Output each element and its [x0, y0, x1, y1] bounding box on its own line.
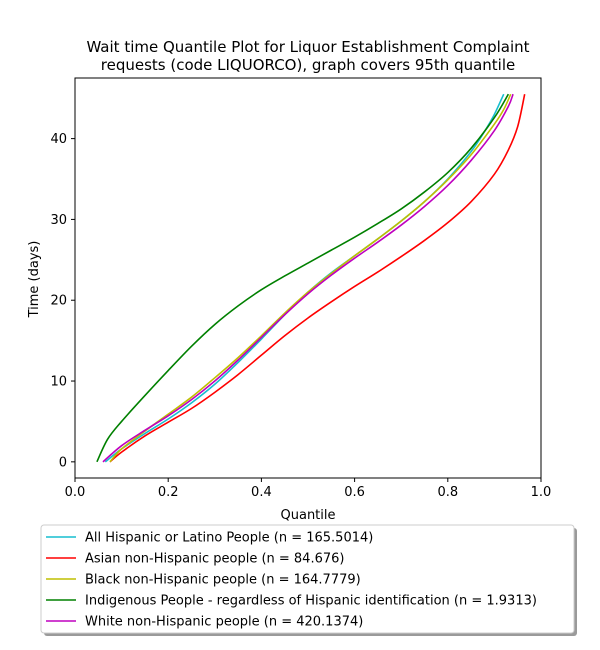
chart-title: Wait time Quantile Plot for Liquor Estab…: [86, 38, 529, 74]
y-tick-label: 30: [50, 213, 67, 228]
x-tick-label: 0.6: [344, 485, 365, 500]
y-tick-label: 0: [59, 455, 67, 470]
x-tick-label: 0.4: [251, 485, 272, 500]
x-axis-label: Quantile: [281, 508, 336, 523]
legend-label-0: All Hispanic or Latino People (n = 165.5…: [85, 531, 373, 546]
y-axis-label: Time (days): [27, 241, 42, 319]
legend: All Hispanic or Latino People (n = 165.5…: [40, 524, 577, 636]
plot-frame: [74, 77, 542, 479]
series-lines: [96, 93, 526, 463]
axes: 0.0 0.2 0.4 0.6 0.8 1.0 0 10 20 30 40: [50, 132, 551, 500]
series-line-3: [96, 93, 510, 463]
legend-label-4: White non-Hispanic people (n = 420.1374): [85, 615, 363, 630]
legend-label-2: Black non-Hispanic people (n = 164.7779): [85, 573, 361, 588]
y-tick-label: 10: [50, 375, 67, 390]
x-tick-label: 0.2: [158, 485, 179, 500]
legend-label-3: Indigenous People - regardless of Hispan…: [85, 594, 537, 609]
series-line-2: [109, 93, 512, 463]
chart-title-line-1: Wait time Quantile Plot for Liquor Estab…: [86, 38, 529, 56]
legend-box: [40, 524, 575, 634]
x-tick-label: 0.0: [65, 485, 86, 500]
series-line-1: [109, 93, 526, 463]
chart-title-line-2: requests (code LIQUORCO), graph covers 9…: [101, 56, 516, 74]
x-tick-label: 0.8: [437, 485, 458, 500]
y-tick-label: 40: [50, 132, 67, 147]
x-tick-label: 1.0: [531, 485, 552, 500]
series-line-4: [102, 93, 514, 463]
legend-label-1: Asian non-Hispanic people (n = 84.676): [85, 552, 344, 567]
series-line-0: [104, 93, 505, 463]
y-tick-label: 20: [50, 294, 67, 309]
